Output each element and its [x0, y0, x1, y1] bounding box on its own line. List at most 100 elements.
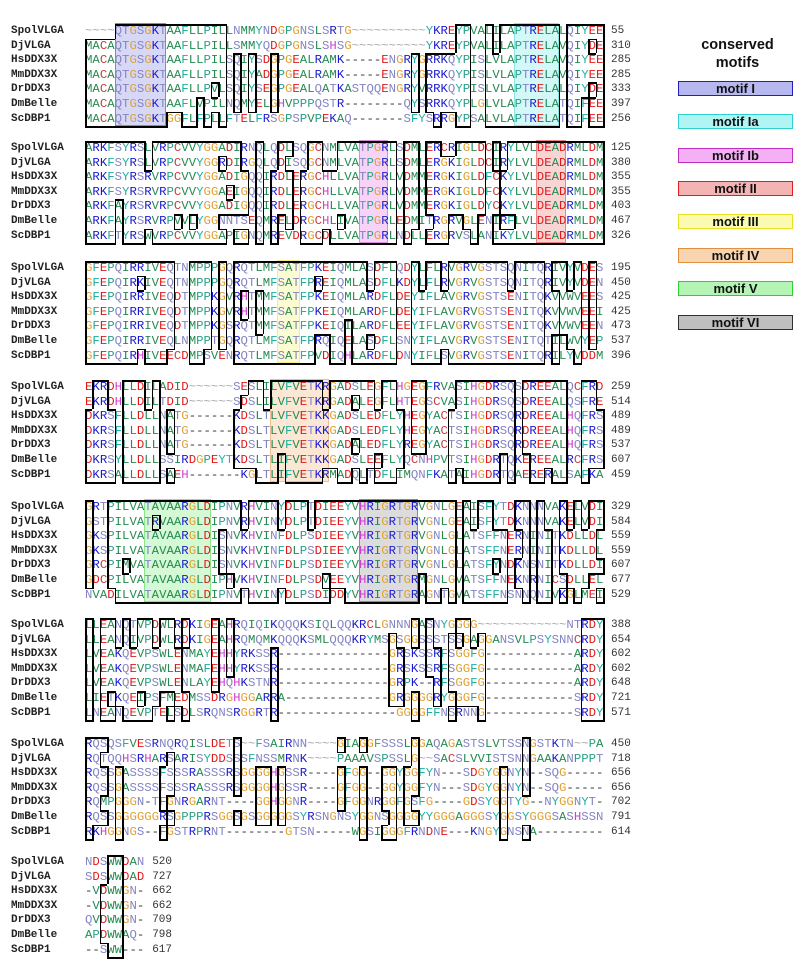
- residue: R: [129, 261, 137, 275]
- residue: A: [536, 751, 545, 766]
- residue: I: [521, 290, 530, 305]
- conservation-outline: [536, 141, 544, 143]
- residue: P: [299, 97, 308, 111]
- conservation-outline: [381, 141, 389, 143]
- residue: N: [521, 529, 530, 544]
- conservation-outline: [418, 141, 420, 158]
- residue: R: [447, 214, 456, 228]
- residue: -: [351, 705, 360, 720]
- residue: G: [403, 780, 411, 795]
- residue: C: [573, 380, 582, 394]
- residue: E: [366, 394, 374, 409]
- conservation-outline: [351, 348, 353, 364]
- residue: R: [425, 67, 434, 82]
- residue: L: [262, 155, 271, 170]
- residue: -: [329, 766, 337, 781]
- residue: V: [418, 543, 426, 558]
- conservation-outline: [255, 500, 263, 502]
- conservation-outline: [225, 319, 228, 336]
- residue: R: [129, 155, 137, 170]
- residue: V: [159, 529, 167, 544]
- conservation-outline: [284, 453, 287, 468]
- residue: -: [218, 438, 226, 453]
- residue: R: [492, 438, 500, 453]
- conservation-outline: [336, 214, 344, 216]
- residue: I: [196, 618, 204, 632]
- residue: E: [159, 261, 167, 275]
- conservation-outline: [558, 261, 566, 263]
- conservation-outline: [566, 111, 568, 127]
- residue: I: [233, 141, 241, 155]
- conservation-outline: [292, 199, 294, 216]
- residue: F: [381, 438, 389, 453]
- residue: D: [588, 705, 597, 720]
- residue: E: [521, 453, 530, 467]
- residue: E: [299, 394, 308, 409]
- residue: R: [99, 423, 108, 438]
- conservation-outline: [107, 514, 109, 530]
- residue: T: [529, 348, 537, 363]
- residue: G: [447, 514, 456, 529]
- conservation-outline: [262, 141, 265, 158]
- conservation-outline: [455, 514, 457, 531]
- residue: E: [403, 290, 411, 305]
- residue: D: [240, 453, 248, 467]
- conservation-outline: [573, 363, 581, 365]
- conservation-outline: [255, 170, 257, 185]
- conservation-outline: [455, 632, 463, 635]
- conservation-outline: [107, 529, 109, 544]
- residue: V: [351, 543, 360, 558]
- residue: P: [107, 290, 115, 305]
- conservation-outline: [159, 380, 161, 397]
- residue: I: [418, 319, 426, 334]
- residue: H: [470, 453, 478, 467]
- conservation-outline: [166, 141, 174, 143]
- residue: K: [322, 438, 330, 453]
- conservation-outline: [173, 691, 176, 706]
- residue: ~: [314, 751, 322, 766]
- conservation-outline: [92, 38, 100, 41]
- residue: L: [499, 38, 508, 53]
- residue: G: [388, 647, 397, 662]
- residue: V: [136, 618, 145, 632]
- conservation-outline: [92, 126, 100, 128]
- residue: G: [336, 737, 345, 751]
- residue: A: [107, 38, 115, 53]
- residue: -: [351, 661, 360, 676]
- conservation-outline: [247, 304, 250, 320]
- conservation-outline: [529, 363, 537, 365]
- residue: E: [403, 319, 411, 334]
- conservation-outline: [136, 243, 145, 245]
- residue: N: [566, 751, 574, 766]
- conservation-outline: [403, 141, 411, 143]
- residue: R: [388, 573, 397, 587]
- conservation-outline: [329, 243, 337, 245]
- residue: L: [455, 558, 463, 573]
- residue: G: [144, 111, 152, 126]
- residue: I: [329, 334, 337, 348]
- residue-position: 584: [611, 515, 631, 528]
- residue: A: [351, 737, 360, 751]
- residue: P: [196, 261, 204, 275]
- conservation-outline: [114, 141, 122, 143]
- residue: S: [196, 705, 204, 720]
- residue: L: [255, 380, 263, 394]
- residue: L: [529, 184, 537, 199]
- residue: S: [247, 438, 256, 453]
- conservation-outline: [403, 661, 405, 678]
- residue: D: [136, 467, 145, 482]
- residue: A: [173, 543, 182, 558]
- conservation-outline: [270, 500, 278, 502]
- residue: R: [129, 228, 137, 243]
- residue: A: [433, 409, 441, 424]
- conservation-outline: [225, 618, 228, 633]
- residue: L: [92, 632, 100, 647]
- residue: A: [136, 558, 145, 573]
- residue: I: [470, 514, 478, 529]
- residue: -: [277, 647, 285, 662]
- residue: E: [99, 705, 108, 720]
- conservation-outline: [603, 38, 605, 55]
- residue: I: [544, 573, 552, 587]
- residue: T: [529, 290, 537, 305]
- residue: V: [92, 661, 100, 676]
